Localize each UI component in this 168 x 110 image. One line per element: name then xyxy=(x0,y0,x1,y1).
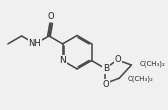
Text: O: O xyxy=(48,12,54,21)
Text: B: B xyxy=(103,64,109,73)
Text: C(CH₃)₂: C(CH₃)₂ xyxy=(128,76,153,82)
Text: NH: NH xyxy=(28,39,41,48)
Text: N: N xyxy=(59,56,66,65)
Text: C(CH₃)₂: C(CH₃)₂ xyxy=(140,61,166,67)
Text: O: O xyxy=(102,80,109,89)
Text: O: O xyxy=(115,55,121,63)
